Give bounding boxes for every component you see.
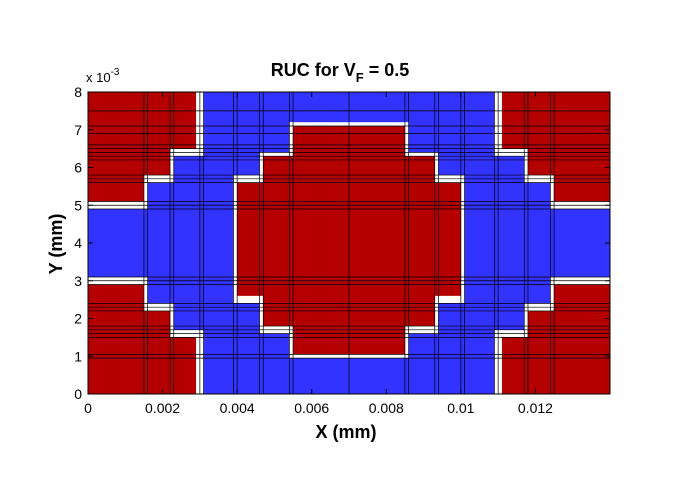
mesh-gridlines — [88, 92, 610, 394]
y-exponent-base: x 10 — [86, 70, 111, 85]
x-axis: 0 0.002 0.004 0.006 0.008 0.01 0.012 — [84, 92, 553, 416]
y-exponent-power: -3 — [111, 67, 120, 78]
phase-separator-4 — [143, 280, 148, 311]
phase-separator-42 — [404, 122, 409, 157]
phase-separator-25 — [289, 326, 294, 359]
y-tick-label-5: 5 — [74, 197, 82, 213]
phase-separator-29 — [259, 299, 264, 334]
x-tick-label-2: 0.004 — [220, 400, 255, 416]
y-tick-label-3: 3 — [74, 273, 82, 289]
phase-separator-20 — [524, 148, 528, 179]
x-tick-label-6: 0.012 — [518, 400, 553, 416]
phase-separator-32 — [434, 295, 465, 304]
y-tick-label-4: 4 — [74, 235, 82, 251]
phase-separator-30 — [434, 299, 439, 334]
phase-separator-14 — [524, 307, 528, 338]
fiber-cell-3-5 — [88, 92, 144, 202]
phase-separator-33 — [233, 178, 238, 304]
y-tick-label-7: 7 — [74, 122, 82, 138]
phase-separator-31 — [233, 295, 264, 304]
phase-separator-38 — [434, 152, 439, 183]
y-axis-label: Y (mm) — [46, 214, 66, 275]
fiber-cell-3-11 — [554, 92, 610, 202]
y-tick-label-6: 6 — [74, 160, 82, 176]
x-axis-label: X (mm) — [315, 422, 376, 442]
phase-separator-2 — [170, 307, 174, 338]
y-axis: 0 1 2 3 4 5 6 7 8 — [74, 84, 610, 402]
x-tick-label-0: 0 — [84, 400, 92, 416]
phase-separator-37 — [259, 152, 264, 183]
y-axis-exponent: x 10-3 — [86, 67, 120, 85]
y-tick-label-2: 2 — [74, 311, 82, 327]
y-tick-label-0: 0 — [74, 386, 82, 402]
phase-separator-22 — [550, 175, 555, 206]
phase-separator-34 — [460, 178, 465, 304]
phase-separator-26 — [404, 326, 409, 359]
fiber-cell-3-2 — [88, 284, 144, 394]
x-tick-label-5: 0.01 — [447, 400, 474, 416]
x-tick-label-4: 0.008 — [369, 400, 404, 416]
phase-separator-40 — [404, 152, 439, 157]
y-tick-label-8: 8 — [74, 84, 82, 100]
chart-title-suffix: = 0.5 — [364, 60, 410, 80]
phase-separator-39 — [259, 152, 294, 157]
fiber-cell-3-8 — [554, 284, 610, 394]
phase-separator-10 — [143, 175, 148, 206]
phase-separator-8 — [170, 148, 174, 179]
phase-separator-41 — [289, 122, 294, 157]
phase-separator-16 — [550, 280, 555, 311]
x-tick-label-3: 0.006 — [294, 400, 329, 416]
chart-title-subscript: F — [356, 70, 364, 85]
chart-title: RUC for VF = 0.5 — [271, 60, 410, 85]
y-tick-label-1: 1 — [74, 348, 82, 364]
chart-title-prefix: RUC for V — [271, 60, 356, 80]
x-tick-label-1: 0.002 — [145, 400, 180, 416]
